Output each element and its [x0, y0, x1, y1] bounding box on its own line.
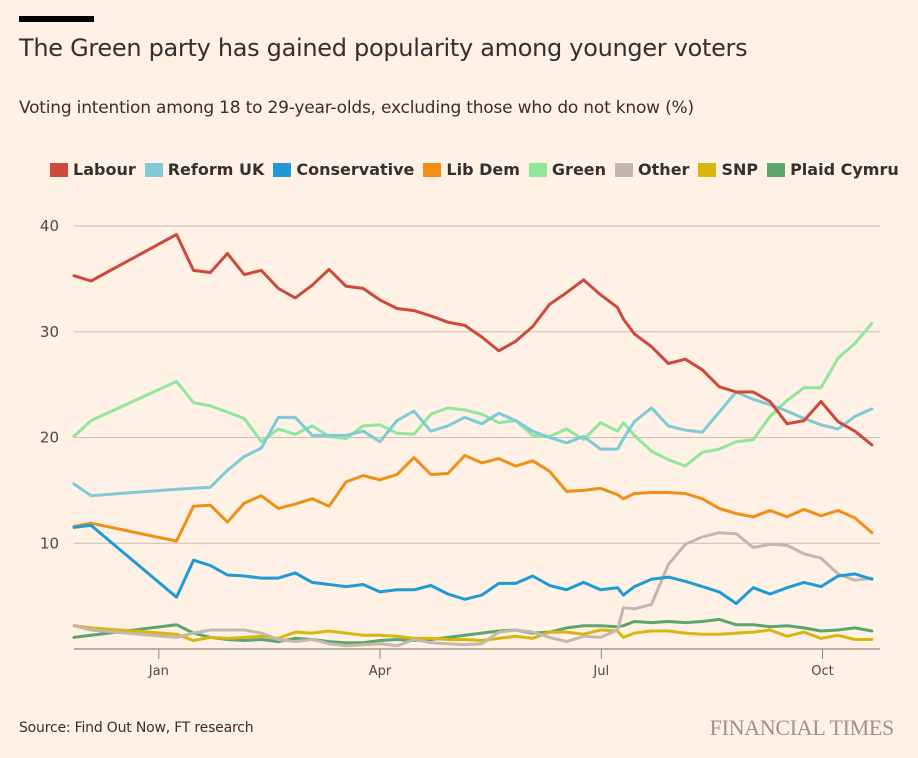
series-line-reform-uk — [72, 390, 874, 498]
legend-swatch — [423, 162, 442, 177]
legend-label: Conservative — [296, 160, 415, 179]
x-tick-label: Jul — [592, 664, 609, 679]
legend-swatch — [698, 162, 717, 177]
legend-swatch — [528, 162, 547, 177]
series-line-other — [72, 531, 874, 648]
series-line-snp — [72, 624, 874, 642]
legend-label: Labour — [73, 160, 136, 179]
legend-swatch — [50, 162, 68, 177]
y-tick-label: 10 — [40, 534, 59, 552]
legend-swatch — [273, 162, 292, 177]
legend-swatch — [144, 162, 163, 177]
y-tick-label: 30 — [40, 323, 59, 341]
legend-swatch — [767, 162, 786, 177]
brand-accent-bar — [19, 16, 94, 22]
legend-label: Lib Dem — [446, 160, 520, 179]
chart-title: The Green party has gained popularity am… — [19, 34, 748, 62]
source-note: Source: Find Out Now, FT research — [19, 720, 254, 736]
chart-subtitle: Voting intention among 18 to 29-year-old… — [19, 98, 694, 118]
legend-label: Reform UK — [167, 160, 265, 179]
legend-label: SNP — [721, 160, 759, 179]
series-lines — [72, 233, 874, 648]
y-axis-ticks: 10 20 30 40 — [40, 217, 59, 552]
y-tick-label: 20 — [40, 429, 59, 447]
series-line-labour — [72, 233, 874, 447]
x-tick-label: Apr — [369, 664, 392, 679]
brand-logo: FINANCIAL TIMES — [709, 715, 895, 740]
series-line-conservative — [72, 523, 874, 605]
legend-label: Plaid Cymru — [790, 160, 899, 179]
y-tick-label: 40 — [40, 217, 59, 235]
legend-item-snp: SNP — [698, 160, 758, 179]
legend-item-labour: Labour — [50, 160, 136, 179]
legend-item-lib-dem: Lib Dem — [423, 160, 520, 179]
gridlines — [74, 225, 880, 544]
legend-item-reform-uk: Reform UK — [144, 160, 265, 179]
legend-label: Other — [638, 160, 690, 179]
legend-label: Green — [551, 160, 607, 179]
legend-item-conservative: Conservative — [273, 160, 414, 179]
series-line-lib-dem — [72, 454, 874, 543]
legend-item-plaid-cymru: Plaid Cymru — [767, 160, 899, 179]
legend-item-other: Other — [615, 160, 689, 179]
x-axis: Jan Apr Jul Oct — [74, 648, 880, 679]
series-line-green — [72, 321, 874, 468]
legend-swatch — [615, 162, 634, 177]
x-tick-label: Jan — [148, 664, 169, 679]
x-tick-label: Oct — [811, 664, 833, 679]
chart-legend: Labour Reform UK Conservative Lib Dem Green O… — [50, 160, 908, 179]
legend-item-green: Green — [528, 160, 607, 179]
